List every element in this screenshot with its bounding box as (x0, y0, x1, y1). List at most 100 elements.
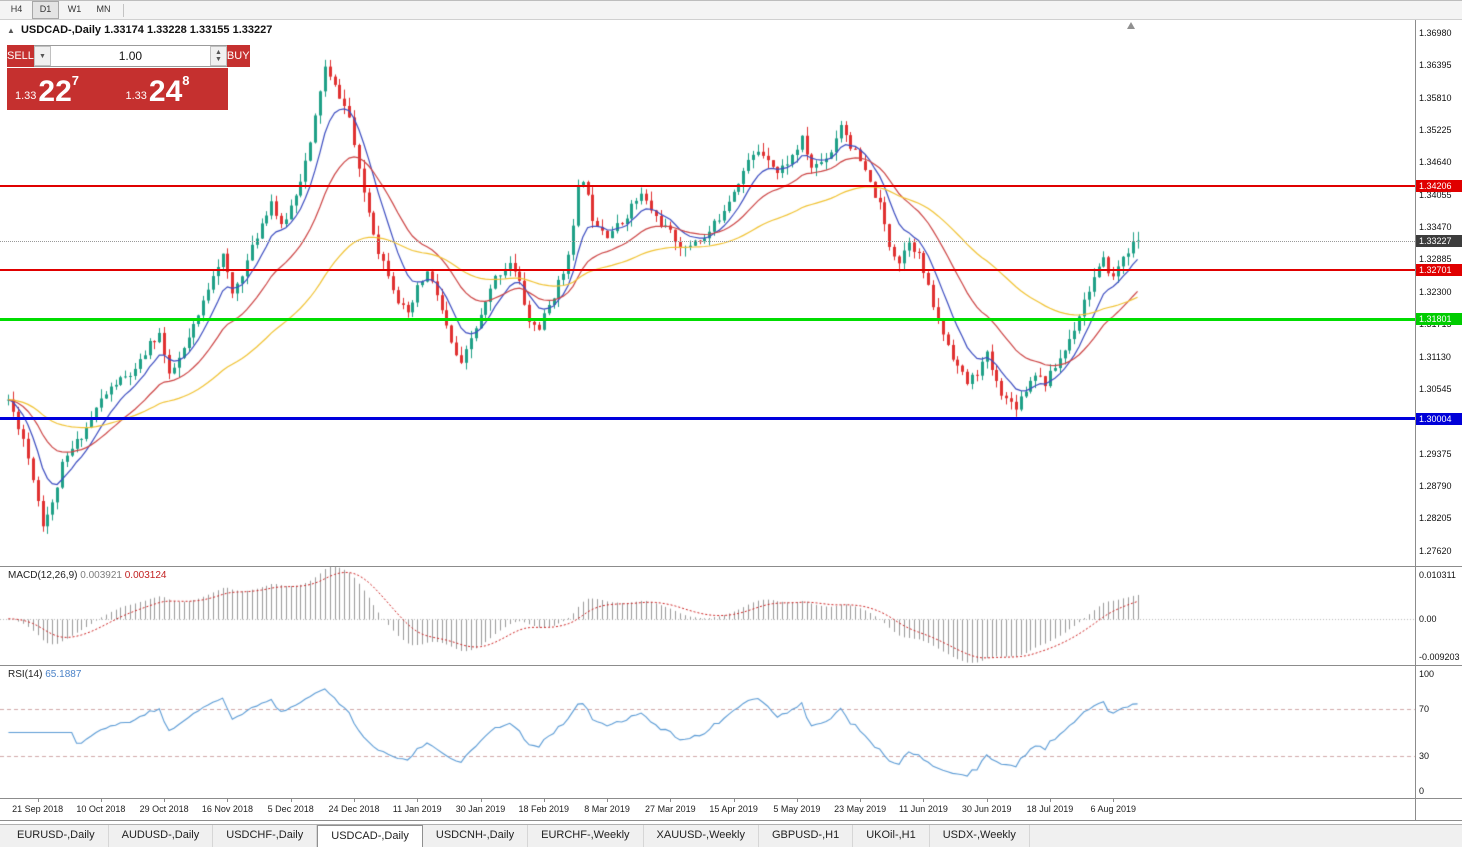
ohlc-low: 1.33155 (189, 24, 230, 36)
price-axis-label: 1.35810 (1419, 92, 1452, 103)
date-tick (101, 799, 102, 802)
date-axis-label: 11 Jan 2019 (392, 804, 442, 814)
spinner-up-icon[interactable]: ▲ (214, 49, 222, 56)
rsi-axis-label: 30 (1419, 750, 1430, 761)
timeframe-button-w1[interactable]: W1 (67, 4, 82, 14)
timeframe-button-d1[interactable]: D1 (32, 1, 59, 19)
volume-input[interactable] (50, 46, 210, 66)
rsi-indicator-canvas[interactable] (0, 666, 1415, 799)
date-tick (227, 799, 228, 802)
date-tick (164, 799, 165, 802)
price-axis[interactable]: 1.36980 1.36395 1.35810 1.35225 1.34640 1.340… (1416, 19, 1462, 566)
date-axis-label: 24 Dec 2018 (328, 804, 380, 814)
pane-separator (0, 820, 1462, 821)
date-tick (607, 799, 608, 802)
date-axis-label: 5 Dec 2018 (267, 804, 314, 814)
chart-tab-xauusdweekly[interactable]: XAUUSD-,Weekly (644, 825, 759, 847)
price-chart-canvas[interactable] (0, 19, 1415, 566)
date-tick (1113, 799, 1114, 802)
buy-price-display[interactable]: 1.33 24 8 (117, 68, 228, 110)
date-tick (38, 799, 39, 802)
rsi-axis-label: 70 (1419, 704, 1430, 715)
buy-price-prefix: 1.33 (125, 90, 147, 102)
volume-spinner[interactable]: ▲ ▼ (209, 46, 227, 66)
ohlc-high: 1.33228 (146, 24, 187, 36)
spinner-down-icon[interactable]: ▼ (214, 56, 222, 63)
price-badge-1.30004: 1.30004 (1416, 412, 1462, 425)
chart-tab-usdchfdaily[interactable]: USDCHF-,Daily (213, 825, 318, 847)
chart-tab-eurchfweekly[interactable]: EURCHF-,Weekly (528, 825, 644, 847)
date-tick (1050, 799, 1051, 802)
price-axis-label: 1.27620 (1419, 545, 1452, 556)
sell-price-pipette: 7 (71, 73, 80, 88)
date-axis-label: 5 May 2019 (773, 804, 821, 814)
pane-separator[interactable] (0, 665, 1462, 666)
date-tick (797, 799, 798, 802)
chart-tab-gbpusdh1[interactable]: GBPUSD-,H1 (759, 825, 854, 847)
date-axis-label: 18 Jul 2019 (1026, 804, 1074, 814)
date-tick (860, 799, 861, 802)
timeframe-button-h4[interactable]: H4 (10, 4, 23, 14)
price-axis-label: 1.32885 (1419, 254, 1452, 265)
chart-symbol-label: USDCAD-,Daily (20, 24, 102, 36)
date-tick (417, 799, 418, 802)
chart-tab-usdcnhdaily[interactable]: USDCNH-,Daily (423, 825, 529, 847)
price-axis-label: 1.31130 (1419, 351, 1451, 362)
date-tick (354, 799, 355, 802)
chart-tab-eurusddaily[interactable]: EURUSD-,Daily (4, 825, 109, 847)
date-axis-label: 30 Jan 2019 (455, 804, 506, 814)
rsi-axis-label: 0 (1419, 786, 1425, 796)
price-axis-label: 1.30545 (1419, 383, 1452, 394)
macd-name: MACD(12,26,9) (8, 570, 78, 581)
chart-tab-ukoilh1[interactable]: UKOil-,H1 (853, 825, 930, 847)
macd-signal-value: 0.003124 (124, 570, 167, 581)
price-axis-label: 1.36980 (1419, 27, 1452, 38)
rsi-name: RSI(14) (8, 669, 43, 680)
date-axis-label: 6 Aug 2019 (1090, 804, 1136, 814)
price-axis-label: 1.36395 (1419, 60, 1452, 71)
price-axis-label: 1.33470 (1419, 222, 1452, 233)
one-click-trade-panel: SELL ▼ ▲▼ BUY 1.33 22 7 1.33 24 8 (7, 45, 250, 110)
macd-indicator-canvas[interactable] (0, 567, 1415, 665)
date-axis-label: 8 Mar 2019 (584, 804, 630, 814)
chart-tab-usdcaddaily[interactable]: USDCAD-,Daily (317, 825, 423, 847)
date-axis[interactable]: 21 Sep 2018 10 Oct 2018 29 Oct 2018 16 Nov … (0, 799, 1415, 820)
macd-axis-label: -0.009203 (1419, 652, 1460, 662)
rsi-axis[interactable]: 100 70 30 0 (1416, 666, 1462, 799)
volume-box: ▼ ▲▼ (33, 45, 227, 67)
date-tick (291, 799, 292, 802)
timeframe-button-mn[interactable]: MN (96, 4, 111, 14)
buy-button[interactable]: BUY (226, 45, 250, 67)
sell-price-display[interactable]: 1.33 22 7 (7, 68, 118, 110)
date-tick (987, 799, 988, 802)
sell-price-prefix: 1.33 (15, 90, 37, 102)
macd-axis-label: 0.00 (1419, 613, 1437, 624)
price-badge-1.31801: 1.31801 (1416, 313, 1462, 326)
buy-price-big-digits: 24 (148, 75, 183, 108)
chart-tab-audusddaily[interactable]: AUDUSD-,Daily (109, 825, 214, 847)
sell-button[interactable]: SELL (7, 45, 34, 67)
date-axis-label: 16 Nov 2018 (201, 804, 253, 814)
date-axis-label: 10 Oct 2018 (76, 804, 126, 814)
toolbar-separator (123, 3, 124, 17)
chart-shift-marker-icon[interactable] (1127, 22, 1135, 29)
chart-tab-usdxweekly[interactable]: USDX-,Weekly (930, 825, 1030, 847)
date-axis-label: 30 Jun 2019 (961, 804, 1012, 814)
date-axis-label: 23 May 2019 (834, 804, 887, 814)
price-axis-label: 1.28205 (1419, 513, 1452, 524)
date-axis-label: 21 Sep 2018 (12, 804, 64, 814)
macd-axis[interactable]: 0.010311 0.00 -0.009203 (1416, 567, 1462, 665)
volume-dropdown-arrow-icon[interactable]: ▼ (33, 46, 51, 66)
price-axis-label: 1.29375 (1419, 448, 1452, 459)
timeframe-toolbar: H4 D1 W1 MN (0, 1, 1462, 20)
price-badge-1.34206: 1.34206 (1416, 180, 1462, 193)
date-tick (923, 799, 924, 802)
price-badge-1.33227: 1.33227 (1416, 234, 1462, 247)
price-badge-1.32701: 1.32701 (1416, 263, 1462, 276)
chart-title: ▲ USDCAD-,Daily 1.33174 1.33228 1.33155 … (7, 24, 272, 36)
date-axis-label: 18 Feb 2019 (518, 804, 570, 814)
axis-separator (1415, 19, 1416, 821)
date-axis-label: 29 Oct 2018 (139, 804, 189, 814)
pane-separator[interactable] (0, 566, 1462, 567)
